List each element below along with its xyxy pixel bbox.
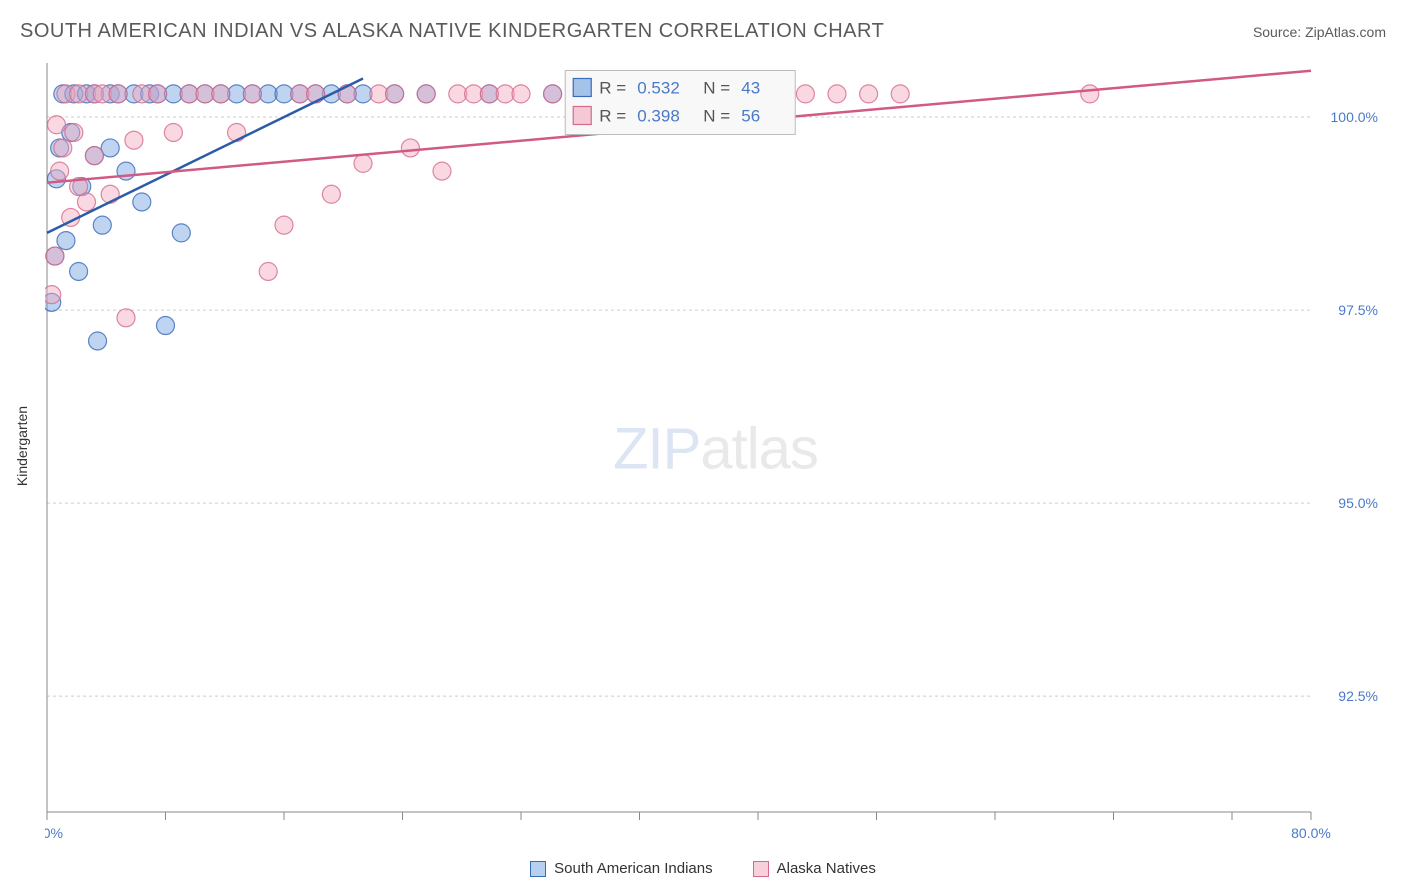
- svg-text:95.0%: 95.0%: [1338, 495, 1378, 511]
- svg-text:0.0%: 0.0%: [45, 825, 63, 841]
- legend-item-alaska: Alaska Natives: [753, 860, 876, 877]
- chart-area: 92.5% 95.0% 97.5% 100.0% 0.0% 80.0% R = 0.532 N …: [45, 55, 1386, 842]
- svg-text:N =: N =: [703, 78, 730, 97]
- svg-text:N =: N =: [703, 106, 730, 125]
- legend-swatch-icon: [753, 861, 769, 877]
- svg-text:92.5%: 92.5%: [1338, 688, 1378, 704]
- chart-title: SOUTH AMERICAN INDIAN VS ALASKA NATIVE K…: [20, 20, 884, 43]
- y-axis-label: Kindergarten: [14, 406, 30, 486]
- svg-text:100.0%: 100.0%: [1331, 109, 1378, 125]
- legend-label: Alaska Natives: [777, 860, 876, 877]
- svg-text:43: 43: [741, 78, 760, 97]
- svg-text:0.398: 0.398: [637, 106, 680, 125]
- legend-label: South American Indians: [554, 860, 712, 877]
- legend-swatch-icon: [530, 861, 546, 877]
- svg-text:R =: R =: [599, 78, 626, 97]
- svg-text:80.0%: 80.0%: [1291, 825, 1331, 841]
- legend-item-south-american: South American Indians: [530, 860, 712, 877]
- scatter-chart: 92.5% 95.0% 97.5% 100.0% 0.0% 80.0% R = 0.532 N …: [45, 55, 1386, 842]
- chart-header: SOUTH AMERICAN INDIAN VS ALASKA NATIVE K…: [0, 0, 1406, 53]
- chart-source: Source: ZipAtlas.com: [1253, 24, 1386, 40]
- svg-text:R =: R =: [599, 106, 626, 125]
- svg-text:56: 56: [741, 106, 760, 125]
- bottom-legend: South American Indians Alaska Natives: [0, 860, 1406, 877]
- svg-text:0.532: 0.532: [637, 78, 680, 97]
- svg-text:97.5%: 97.5%: [1338, 302, 1378, 318]
